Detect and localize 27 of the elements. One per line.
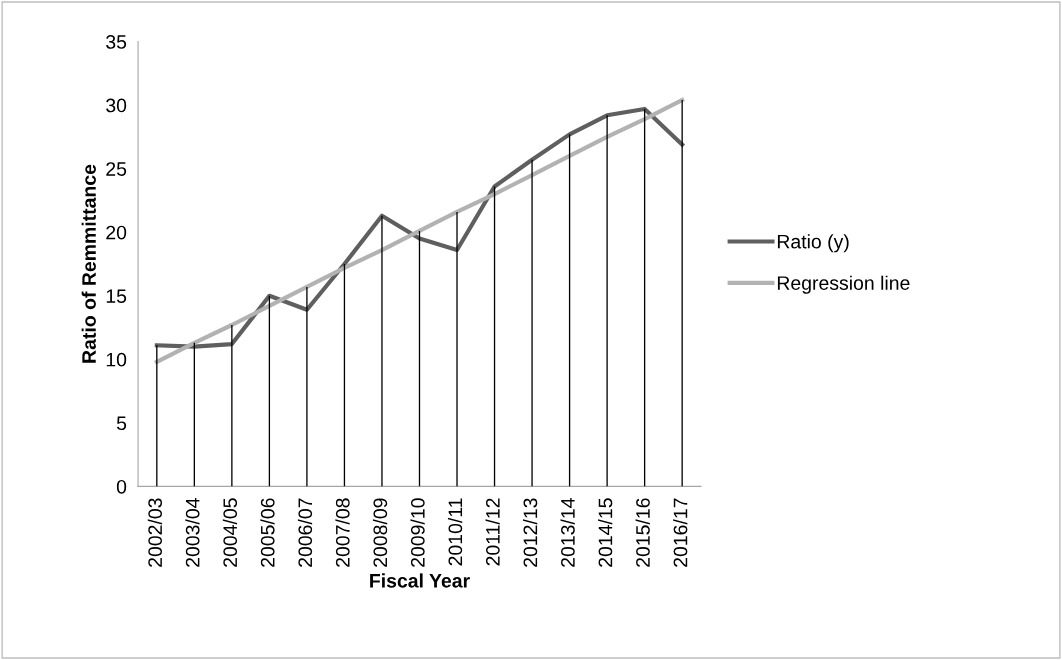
x-tick-label: 2010/11 <box>447 498 463 566</box>
y-tick-label: 15 <box>106 289 127 304</box>
y-tick-label: 25 <box>106 162 127 176</box>
x-tick-label: 2012/13 <box>523 498 538 567</box>
y-tick-label: 10 <box>106 352 127 367</box>
x-tick-label: 2016/17 <box>673 498 688 567</box>
y-tick-label: 5 <box>116 416 127 431</box>
y-axis-title: Ratio of Remmittance <box>81 164 96 363</box>
legend-label: Ratio (y) <box>777 234 849 253</box>
x-axis-title: Fiscal Year <box>370 573 470 588</box>
x-tick-label: 2011/12 <box>485 498 500 566</box>
x-tick-label: 2005/06 <box>260 498 275 567</box>
x-tick-label: 2014/15 <box>598 498 613 567</box>
x-tick-label: 2009/10 <box>410 498 425 567</box>
x-tick-label: 2015/16 <box>635 498 650 567</box>
y-tick-label: 20 <box>106 225 127 240</box>
x-tick-label: 2007/08 <box>335 498 350 567</box>
x-tick-label: 2008/09 <box>372 498 388 567</box>
x-tick-label: 2006/07 <box>297 498 313 567</box>
x-tick-label: 2002/03 <box>147 498 163 567</box>
x-tick-label: 2004/05 <box>222 498 238 567</box>
x-tick-label: 2003/04 <box>185 498 200 567</box>
y-tick-label: 0 <box>116 479 127 494</box>
y-tick-label: 30 <box>106 98 127 113</box>
legend-label: Regression line <box>777 275 910 294</box>
y-tick-label: 35 <box>106 35 127 49</box>
x-tick-label: 2013/14 <box>560 498 575 567</box>
